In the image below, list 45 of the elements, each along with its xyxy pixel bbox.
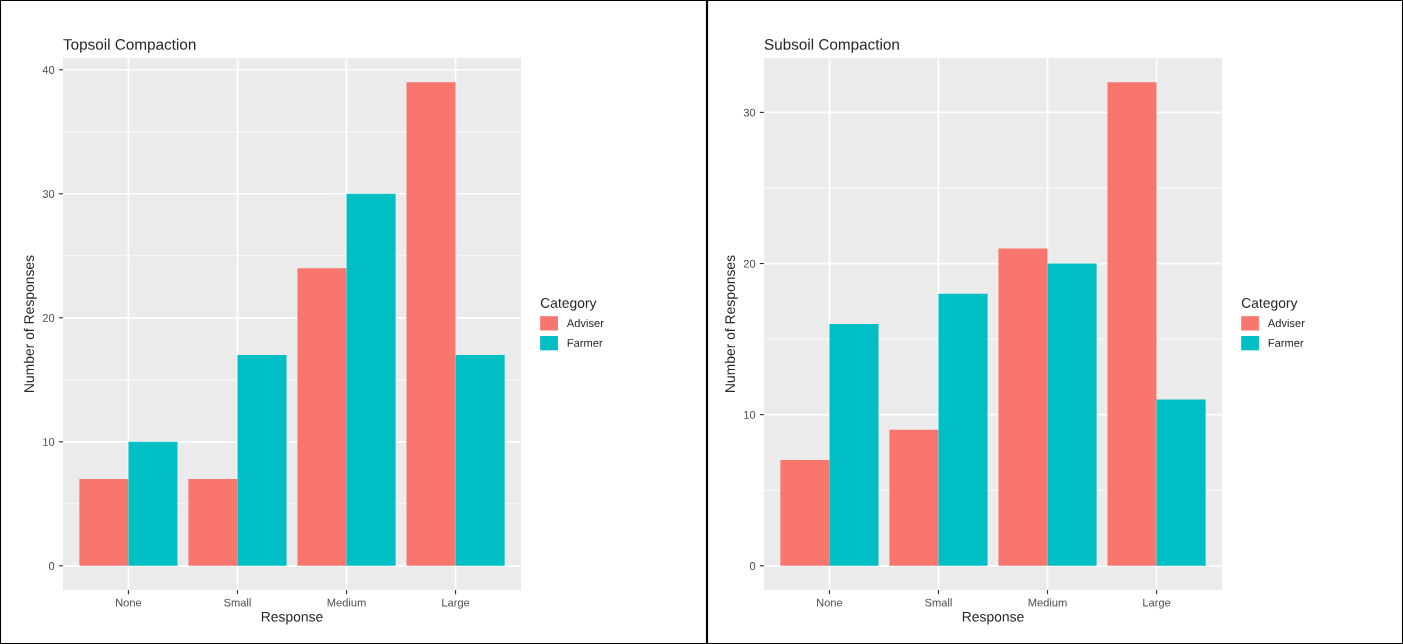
x-axis-title: Response (962, 611, 1024, 625)
y-axis-title: Number of Responses (23, 255, 37, 392)
y-tick-label: 0 (48, 562, 55, 570)
x-tick-label: Small (925, 598, 952, 607)
legend-label: Farmer (567, 339, 603, 347)
bar (998, 248, 1048, 566)
chart-title: Subsoil Compaction (764, 38, 899, 53)
bar (237, 355, 287, 566)
y-tick-label: 20 (42, 314, 55, 322)
x-axis-title: Response (261, 611, 323, 625)
bar (297, 268, 347, 566)
x-tick-label: Medium (1028, 598, 1067, 607)
legend-label: Adviser (1267, 318, 1305, 328)
x-tick-label: Large (1143, 598, 1171, 609)
bar (188, 479, 238, 566)
y-tick-label: 20 (743, 259, 756, 268)
bar (455, 355, 505, 566)
bar (938, 293, 988, 566)
y-tick-label: 30 (42, 190, 55, 198)
bar (1107, 82, 1157, 566)
bar (889, 429, 939, 566)
x-tick-label: Medium (327, 598, 366, 607)
legend-label: Adviser (566, 318, 604, 328)
legend-title: Category (1241, 298, 1298, 311)
y-axis-title: Number of Responses (724, 255, 738, 392)
bar (346, 193, 396, 566)
bar (1047, 263, 1097, 566)
x-tick-label: Small (224, 598, 251, 607)
y-tick-label: 40 (42, 66, 55, 74)
bar (780, 460, 830, 566)
y-tick-label: 30 (743, 108, 756, 117)
bar (829, 324, 879, 566)
bar (406, 82, 456, 566)
x-tick-label: None (817, 598, 843, 607)
y-tick-label: 10 (744, 410, 756, 419)
bar (128, 441, 178, 566)
y-tick-label: 10 (43, 438, 55, 446)
legend-label: Farmer (1268, 339, 1304, 347)
chart-title: Topsoil Compaction (63, 38, 196, 53)
bar (79, 479, 129, 566)
legend-title: Category (540, 298, 597, 311)
x-tick-label: None (116, 598, 142, 607)
y-tick-label: 0 (749, 562, 756, 570)
x-tick-label: Large (442, 598, 470, 609)
bar (1156, 399, 1206, 566)
